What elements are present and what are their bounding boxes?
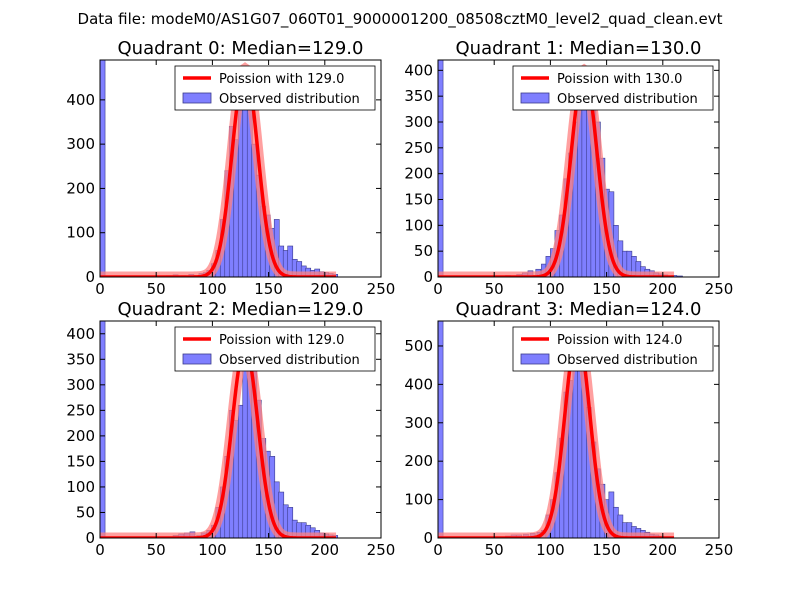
chart-legend: Poission with 124.0 Observed distribution <box>512 326 714 372</box>
legend-observed-label: Observed distribution <box>219 92 360 107</box>
y-tick-label: 300 <box>404 414 433 432</box>
x-tick-label: 150 <box>254 541 283 559</box>
chart-panel-0: 0 50 100 150 200 250 0 100 200 300 400 Quadrant 0: … <box>66 38 395 298</box>
histogram-bar <box>677 275 683 277</box>
x-tick-label: 250 <box>367 541 396 559</box>
legend-observed-swatch <box>182 353 212 365</box>
y-tick-label: 100 <box>66 224 95 242</box>
y-tick-label: 0 <box>85 268 95 286</box>
x-tick-label: 250 <box>705 541 734 559</box>
x-tick-label: 0 <box>433 541 443 559</box>
y-tick-label: 200 <box>66 427 95 445</box>
y-tick-label: 400 <box>66 91 95 109</box>
histogram-bar <box>438 60 444 277</box>
y-tick-label: 250 <box>404 139 433 157</box>
chart-legend: Poission with 130.0 Observed distribution <box>512 65 714 111</box>
x-tick-label: 200 <box>310 280 339 298</box>
legend-poisson-label: Poission with 124.0 <box>557 333 682 348</box>
y-tick-label: 350 <box>66 350 95 368</box>
y-tick-label: 0 <box>85 529 95 547</box>
x-tick-label: 50 <box>485 541 504 559</box>
legend-observed-swatch <box>520 92 550 104</box>
y-tick-label: 500 <box>404 337 433 355</box>
chart-legend: Poission with 129.0 Observed distribution <box>174 65 376 111</box>
legend-observed-swatch <box>520 353 550 365</box>
x-tick-label: 200 <box>648 541 677 559</box>
y-tick-label: 400 <box>404 375 433 393</box>
chart-panel-3: 0 50 100 150 200 250 0 100 200 300 400 500 Quadrant … <box>404 299 733 559</box>
y-tick-label: 150 <box>66 452 95 470</box>
y-tick-label: 100 <box>404 216 433 234</box>
chart-legend: Poission with 129.0 Observed distribution <box>174 326 376 372</box>
chart-panel-2: 0 50 100 150 200 250 0 50 100 150 200 250 300 350 400 Q… <box>66 299 395 559</box>
axes-frame <box>437 320 720 539</box>
y-tick-label: 300 <box>404 113 433 131</box>
x-tick-label: 50 <box>485 280 504 298</box>
axes-frame <box>99 320 382 539</box>
y-tick-label: 300 <box>66 376 95 394</box>
y-tick-label: 50 <box>414 242 433 260</box>
legend-box <box>174 326 376 372</box>
chart-title: Quadrant 1: Median=130.0 <box>456 38 702 59</box>
chart-panel-1: 0 50 100 150 200 250 0 50 100 150 200 250 300 350 400 Q… <box>404 38 733 298</box>
chart-title: Quadrant 3: Median=124.0 <box>456 299 702 320</box>
x-tick-label: 200 <box>310 541 339 559</box>
x-tick-label: 150 <box>254 280 283 298</box>
x-tick-label: 0 <box>95 541 105 559</box>
panels-container: 0 50 100 150 200 250 0 100 200 300 400 Quadrant 0: … <box>66 38 733 559</box>
y-tick-label: 150 <box>404 191 433 209</box>
histogram-bar <box>100 60 106 277</box>
x-tick-label: 50 <box>147 280 166 298</box>
x-tick-label: 150 <box>592 280 621 298</box>
legend-observed-label: Observed distribution <box>219 353 360 368</box>
y-tick-label: 200 <box>66 179 95 197</box>
y-tick-label: 100 <box>404 491 433 509</box>
legend-observed-label: Observed distribution <box>557 92 698 107</box>
y-tick-label: 0 <box>423 268 433 286</box>
x-tick-label: 200 <box>648 280 677 298</box>
x-tick-label: 0 <box>95 280 105 298</box>
y-tick-label: 200 <box>404 165 433 183</box>
x-tick-label: 100 <box>198 280 227 298</box>
axes-frame <box>99 59 382 278</box>
y-tick-label: 100 <box>66 478 95 496</box>
x-tick-label: 0 <box>433 280 443 298</box>
histogram-bar <box>438 321 444 538</box>
axes-frame <box>437 59 720 278</box>
x-tick-label: 250 <box>705 280 734 298</box>
y-tick-label: 250 <box>66 401 95 419</box>
x-tick-label: 100 <box>536 541 565 559</box>
y-tick-label: 0 <box>423 529 433 547</box>
y-tick-label: 200 <box>404 452 433 470</box>
legend-poisson-label: Poission with 129.0 <box>219 333 344 348</box>
legend-observed-label: Observed distribution <box>557 353 698 368</box>
legend-observed-swatch <box>182 92 212 104</box>
x-tick-label: 150 <box>592 541 621 559</box>
x-tick-label: 50 <box>147 541 166 559</box>
y-tick-label: 400 <box>404 61 433 79</box>
y-tick-label: 50 <box>76 503 95 521</box>
y-tick-label: 350 <box>404 87 433 105</box>
x-tick-label: 250 <box>367 280 396 298</box>
chart-plot-area-1 <box>438 60 683 277</box>
y-tick-label: 300 <box>66 135 95 153</box>
y-tick-label: 400 <box>66 325 95 343</box>
legend-poisson-label: Poission with 129.0 <box>219 72 344 87</box>
chart-title: Quadrant 2: Median=129.0 <box>118 299 364 320</box>
legend-poisson-label: Poission with 130.0 <box>557 72 682 87</box>
figure-suptitle: Data file: modeM0/AS1G07_060T01_90000012… <box>78 10 723 29</box>
chart-title: Quadrant 0: Median=129.0 <box>118 38 364 59</box>
x-tick-label: 100 <box>198 541 227 559</box>
x-tick-label: 100 <box>536 280 565 298</box>
histogram-bar <box>100 321 106 538</box>
